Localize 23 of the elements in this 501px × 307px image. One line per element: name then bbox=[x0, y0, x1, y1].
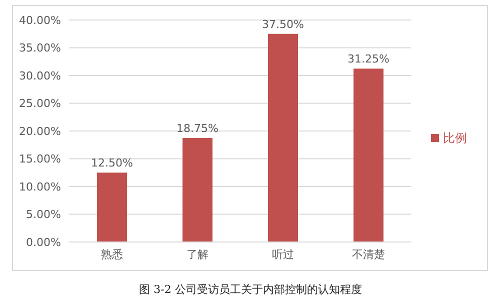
y-tick-label: 25.00% bbox=[19, 97, 61, 110]
x-tick-label: 熟悉 bbox=[100, 248, 123, 261]
bar bbox=[182, 138, 212, 242]
x-tick-label: 不清楚 bbox=[352, 248, 385, 261]
data-label: 31.25% bbox=[348, 52, 390, 66]
bar bbox=[354, 68, 384, 242]
y-tick-label: 40.00% bbox=[19, 14, 61, 27]
text: 图 3-2 公司受访员工关于内部控制的认知程度 bbox=[138, 282, 363, 297]
data-label: 37.50% bbox=[262, 18, 304, 31]
y-tick-label: 15.00% bbox=[19, 152, 61, 166]
data-label: 12.50% bbox=[91, 156, 133, 170]
y-tick-label: 30.00% bbox=[19, 69, 61, 82]
data-label: 18.75% bbox=[176, 122, 218, 135]
y-tick-label: 0.00% bbox=[26, 236, 61, 249]
y-tick-label: 10.00% bbox=[19, 180, 61, 194]
y-tick-label: 35.00% bbox=[19, 42, 61, 55]
bar bbox=[268, 34, 298, 242]
x-tick-label: 听过 bbox=[272, 248, 294, 261]
y-tick-label: 5.00% bbox=[26, 208, 61, 222]
y-tick-label: 20.00% bbox=[19, 124, 61, 138]
bar bbox=[97, 172, 127, 242]
legend-label: 比例 bbox=[443, 130, 467, 144]
x-tick-label: 了解 bbox=[186, 248, 208, 261]
